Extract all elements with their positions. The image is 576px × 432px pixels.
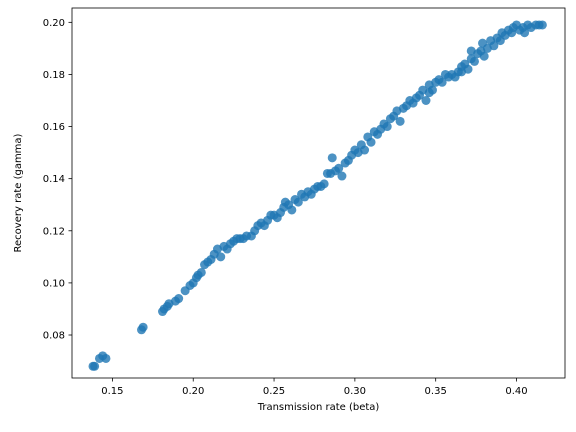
data-point	[437, 77, 447, 87]
data-point	[334, 163, 344, 173]
data-point	[287, 205, 297, 215]
y-axis-ticks: 0.08 0.10 0.12 0.14 0.16 0.18 0.20	[43, 18, 72, 342]
data-point	[216, 252, 226, 262]
data-point	[479, 51, 489, 61]
x-tick-label: 0.30	[344, 386, 366, 397]
axes-frame	[71, 7, 566, 379]
y-tick-label: 0.08	[43, 331, 65, 342]
data-point	[138, 322, 148, 332]
data-point	[469, 56, 479, 66]
data-point	[319, 179, 329, 189]
data-point	[537, 20, 547, 30]
data-point	[101, 353, 111, 363]
data-point	[360, 145, 370, 155]
x-tick-label: 0.20	[182, 386, 204, 397]
x-tick-label: 0.25	[263, 386, 285, 397]
data-point	[466, 46, 476, 56]
data-point	[90, 361, 100, 371]
data-point	[520, 28, 530, 38]
x-axis-ticks: 0.15 0.20 0.25 0.30 0.35 0.40	[101, 378, 528, 397]
y-tick-label: 0.16	[43, 122, 65, 133]
data-point	[457, 67, 467, 77]
x-tick-label: 0.35	[425, 386, 447, 397]
data-point	[327, 153, 337, 163]
y-axis-label: Recovery rate (gamma)	[13, 133, 24, 252]
x-axis-label: Transmission rate (beta)	[257, 402, 380, 413]
data-point	[424, 88, 434, 98]
x-tick-label: 0.40	[505, 386, 527, 397]
y-tick-label: 0.20	[43, 18, 65, 29]
data-point	[337, 171, 347, 181]
y-tick-label: 0.10	[43, 278, 65, 289]
y-tick-label: 0.12	[43, 226, 65, 237]
data-point	[395, 116, 405, 126]
y-tick-label: 0.14	[43, 174, 65, 185]
data-point	[382, 122, 392, 132]
data-points	[88, 20, 547, 371]
data-point	[174, 294, 184, 304]
data-point	[366, 137, 376, 147]
data-point	[421, 96, 431, 105]
data-point	[293, 197, 303, 207]
x-tick-label: 0.15	[101, 386, 123, 397]
y-tick-label: 0.18	[43, 70, 65, 81]
data-point	[196, 267, 206, 277]
data-point	[489, 41, 499, 51]
